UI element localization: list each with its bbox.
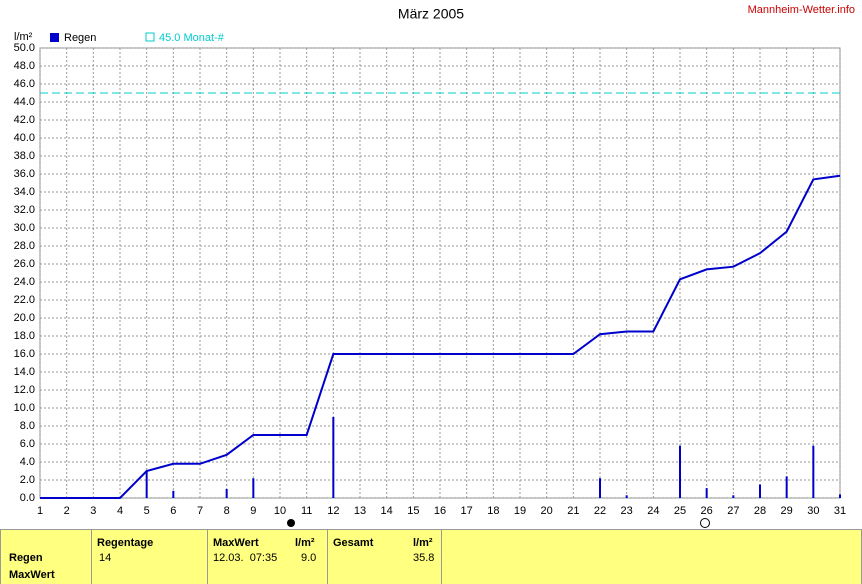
source: Mannheim-Wetter.info: [748, 4, 855, 16]
x-tick-label: 16: [434, 505, 446, 517]
y-tick-label: 16.0: [14, 348, 35, 360]
legend-swatch: [50, 33, 59, 42]
y-unit: l/m²: [14, 31, 33, 43]
x-tick-label: 11: [301, 505, 312, 517]
y-tick-label: 26.0: [14, 258, 35, 270]
y-tick-label: 24.0: [14, 276, 35, 288]
bar: [785, 476, 788, 498]
y-tick-label: 8.0: [20, 420, 35, 432]
moon-new: [287, 519, 295, 527]
x-tick-label: 12: [327, 505, 339, 517]
x-tick-label: 3: [90, 505, 96, 517]
header: Gesamt: [333, 537, 374, 549]
x-tick-label: 5: [144, 505, 150, 517]
legend-label: Regen: [64, 32, 96, 44]
separator: [327, 530, 328, 584]
y-tick-label: 38.0: [14, 150, 35, 162]
bar: [599, 478, 601, 498]
y-tick-label: 34.0: [14, 186, 35, 198]
y-tick-label: 4.0: [20, 456, 35, 468]
cell: 9.0: [301, 552, 317, 564]
x-tick-label: 6: [170, 505, 176, 517]
bar: [679, 445, 681, 498]
cumulative-line: [40, 174, 841, 499]
bar: [172, 490, 175, 498]
x-tick-label: 26: [701, 505, 713, 517]
bar: [625, 495, 628, 498]
bar: [759, 484, 761, 498]
y-tick-label: 2.0: [20, 474, 35, 486]
x-tick-label: 27: [727, 505, 739, 517]
x-tick-label: 4: [117, 505, 123, 517]
y-tick-label: 10.0: [14, 402, 35, 414]
separator: [91, 530, 92, 584]
y-tick-label: 40.0: [14, 132, 35, 144]
x-tick-label: 2: [64, 505, 70, 517]
x-tick-label: 28: [754, 505, 766, 517]
bar: [839, 494, 841, 498]
x-tick-label: 17: [461, 505, 473, 517]
cell: 14: [99, 552, 112, 564]
x-tick-label: 21: [567, 505, 579, 517]
header: MaxWert: [213, 537, 259, 549]
x-tick-label: 8: [224, 505, 230, 517]
y-tick-label: 48.0: [14, 60, 35, 72]
y-tick-label: 14.0: [14, 366, 35, 378]
y-tick-label: 12.0: [14, 384, 35, 396]
legend-label: 45.0 Monat-#: [159, 32, 225, 44]
x-tick-label: 24: [647, 505, 659, 517]
x-tick-label: 19: [514, 505, 526, 517]
y-tick-label: 6.0: [20, 438, 35, 450]
x-tick-label: 20: [541, 505, 553, 517]
y-tick-label: 22.0: [14, 294, 35, 306]
cell: 35.8: [413, 552, 435, 564]
x-tick-label: 30: [807, 505, 819, 517]
y-tick-label: 18.0: [14, 330, 35, 342]
x-tick-label: 13: [354, 505, 366, 517]
y-tick-label: 28.0: [14, 240, 35, 252]
x-tick-label: 14: [381, 505, 393, 517]
y-tick-label: 50.0: [14, 42, 35, 54]
legend-swatch: [145, 32, 155, 42]
separator: [441, 530, 442, 584]
x-tick-label: 15: [407, 505, 419, 517]
cell: 12.03. 07:35: [213, 552, 278, 564]
bar: [732, 495, 735, 498]
unit: l/m²: [295, 537, 315, 549]
unit: l/m²: [413, 537, 433, 549]
bar: [812, 445, 815, 498]
y-tick-label: 0.0: [20, 492, 35, 504]
x-tick-label: 22: [594, 505, 606, 517]
x-tick-label: 23: [621, 505, 633, 517]
y-tick-label: 20.0: [14, 312, 35, 324]
x-tick-label: 9: [250, 505, 256, 517]
moon-full: [700, 518, 710, 528]
bar: [705, 488, 708, 498]
x-tick-label: 31: [834, 505, 846, 517]
y-tick-label: 30.0: [14, 222, 35, 234]
chart-title: März 2005: [398, 6, 464, 22]
summary-table: Regen MaxWert Regentage 14 MaxWert l/m² …: [0, 529, 862, 584]
x-tick-label: 10: [274, 505, 286, 517]
x-tick-label: 1: [37, 505, 43, 517]
chart: März 2005 Mannheim-Wetter.info l/m² 0.0 2…: [14, 4, 855, 528]
bar: [252, 478, 255, 498]
row-label: Regen: [9, 552, 43, 564]
separator: [207, 530, 208, 584]
bar: [145, 471, 148, 498]
y-tick-label: 46.0: [14, 78, 35, 90]
y-tick-label: 42.0: [14, 114, 35, 126]
x-tick-label: 18: [487, 505, 499, 517]
x-tick-label: 29: [781, 505, 793, 517]
x-tick-label: 25: [674, 505, 686, 517]
y-tick-label: 36.0: [14, 168, 35, 180]
header: Regentage: [97, 537, 154, 549]
x-tick-label: 7: [197, 505, 203, 517]
bar: [225, 489, 228, 498]
bar: [332, 417, 335, 498]
y-tick-label: 44.0: [14, 96, 35, 108]
y-tick-label: 32.0: [14, 204, 35, 216]
row-label: MaxWert: [9, 569, 55, 581]
